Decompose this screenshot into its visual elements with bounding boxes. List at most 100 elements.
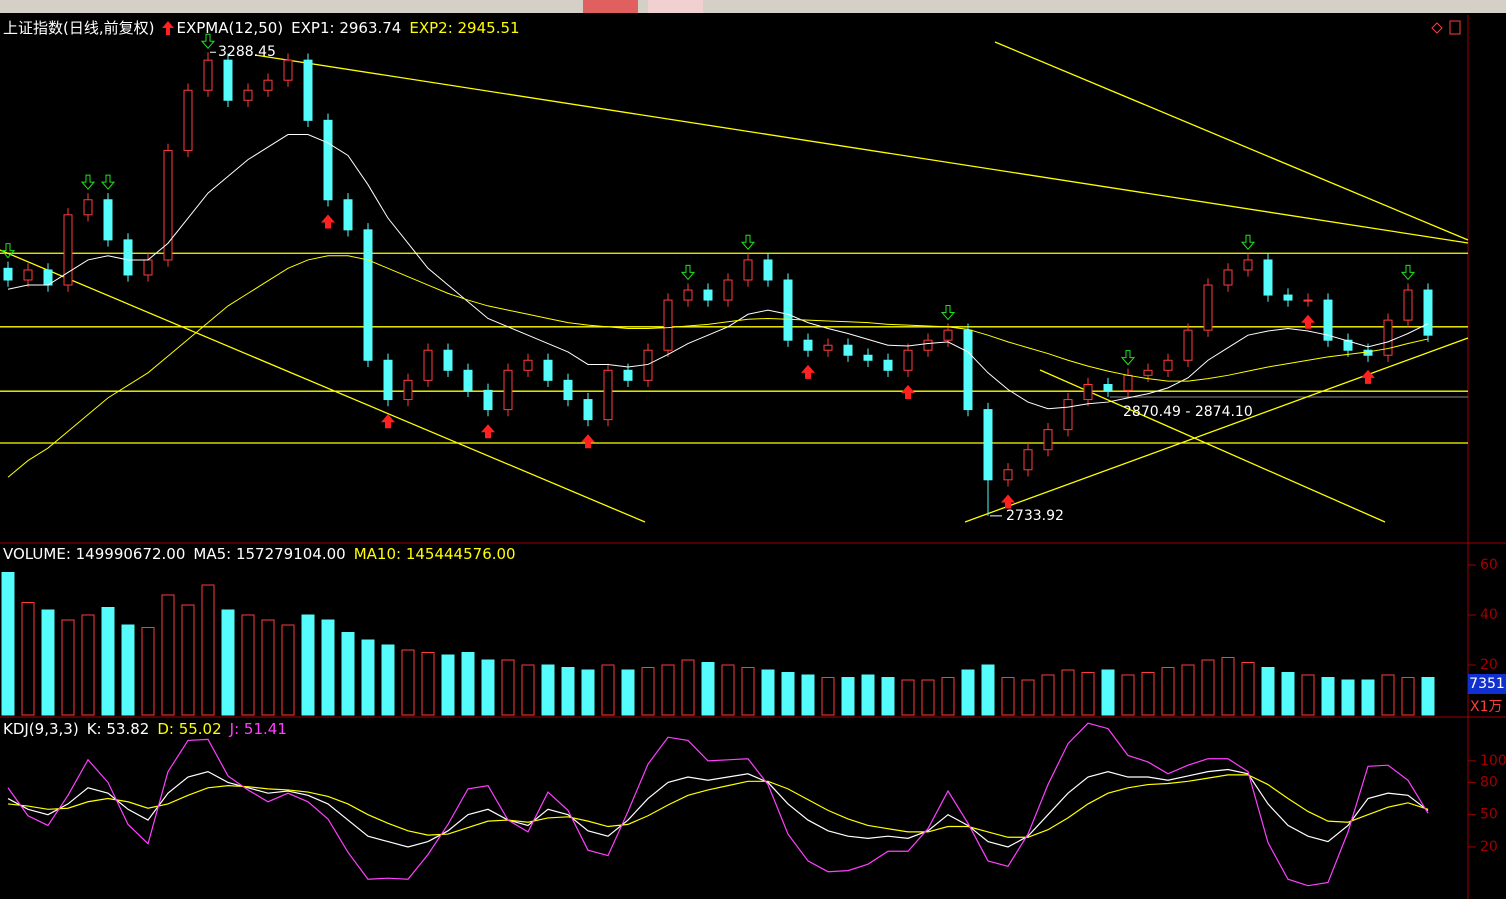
candle-body [83,199,93,216]
menu-bar [0,0,1506,13]
price-title: 上证指数(日线,前复权) [3,19,155,37]
volume-bar [941,677,955,716]
volume-bar [381,644,395,716]
volume-bar [861,674,875,716]
candle-body [923,339,933,351]
volume-bar [341,632,355,716]
header-name: MA10 [354,545,406,563]
arrow-icon [162,20,175,35]
volume-bar [921,679,935,716]
volume-bar [161,594,175,716]
candle-body [543,359,553,381]
candle-body [683,289,693,301]
candle-body [1283,294,1293,301]
y-tick-label: 20 [1480,657,1498,673]
candle-body [1103,384,1113,391]
volume-bar [1421,677,1435,716]
volume-bar [1201,659,1215,716]
price-header: 上证指数(日线,前复权) EXPMA(12,50) EXP12963.74EXP… [3,17,520,38]
kdj-line [7,722,1429,887]
legend-name: EXP2 [409,19,457,37]
candle-body [703,289,713,301]
candle-body [1023,449,1033,471]
volume-bar [1061,669,1075,716]
header-name: MA5 [193,545,236,563]
candle-body [1063,399,1073,431]
volume-bar [661,664,675,716]
header-value: 145444576.00 [405,545,516,563]
kdj-line [7,774,1429,838]
volume-bar [841,677,855,716]
candle-body [283,59,293,81]
candle-body [63,214,73,286]
trend-line [994,41,1469,241]
sell-signal [1400,264,1416,281]
menu-tab[interactable] [583,0,638,13]
volume-unit: X1万 [1470,699,1503,715]
buy-signal [381,414,395,429]
volume-bar [1041,674,1055,716]
candle-body [1183,329,1193,361]
icon[interactable] [1449,20,1461,35]
candle-body [1263,259,1273,296]
volume-bar [561,667,575,716]
candle-body [23,269,33,281]
volume-bar [1101,669,1115,716]
volume-bar [81,614,95,716]
volume-bar [801,674,815,716]
volume-bar [761,669,775,716]
indicator-name: EXPMA(12,50) [176,18,284,37]
candle-body [323,119,333,201]
volume-header: VOLUME149990672.00 MA5157279104.00 MA10145… [3,545,516,563]
candle-body [883,359,893,371]
y-tick-label: 20 [1480,839,1498,855]
candle-body [343,199,353,231]
indicator: EXPMA(12,50) [162,19,283,37]
volume-bar [961,669,975,716]
legend-entry: EXP22945.51 [409,19,519,37]
candle-body [1323,299,1333,341]
volume-bar [1081,672,1095,716]
candle-body [363,229,373,361]
window-icons[interactable] [1431,20,1461,35]
volume-bar [1021,679,1035,716]
menu-tab[interactable] [648,0,703,13]
volume-bar [1161,667,1175,716]
annotation: 2870.49 - 2874.10 [1123,404,1253,420]
header-name: VOLUME [3,545,76,563]
candle-body [943,329,953,341]
trend-lines [0,41,1469,523]
buy-signal [1001,494,1015,509]
sell-signal [1240,234,1256,251]
volume-bar [361,639,375,716]
volume-bar [501,659,515,716]
sell-signal [80,174,96,190]
legend-value: 51.41 [243,720,287,738]
legend-entry: J51.41 [230,720,287,738]
candle-body [1083,384,1093,401]
candle-body [223,59,233,101]
candle-body [843,344,853,356]
candle-body [583,399,593,421]
volume-badge: 7351 [1468,674,1506,694]
volume-bar [1001,677,1015,716]
volume-bar [481,659,495,716]
volume-bar [301,614,315,716]
candle-body [663,299,673,351]
icon[interactable] [1431,22,1443,34]
legend-value: 55.02 [178,720,222,738]
volume-bar [521,664,535,716]
volume-bar [1241,662,1255,716]
volume-bar [1321,677,1335,716]
candle-body [623,369,633,381]
volume-bar [1381,674,1395,716]
candle-body [1003,469,1013,481]
indicator-line [7,255,1429,478]
candle-body [1343,339,1353,351]
volume-bar [1121,674,1135,716]
volume-bar [241,614,255,716]
trend-line [964,337,1469,523]
candle-body [1383,319,1393,356]
volume-bar [1181,664,1195,716]
candle-body [763,259,773,281]
